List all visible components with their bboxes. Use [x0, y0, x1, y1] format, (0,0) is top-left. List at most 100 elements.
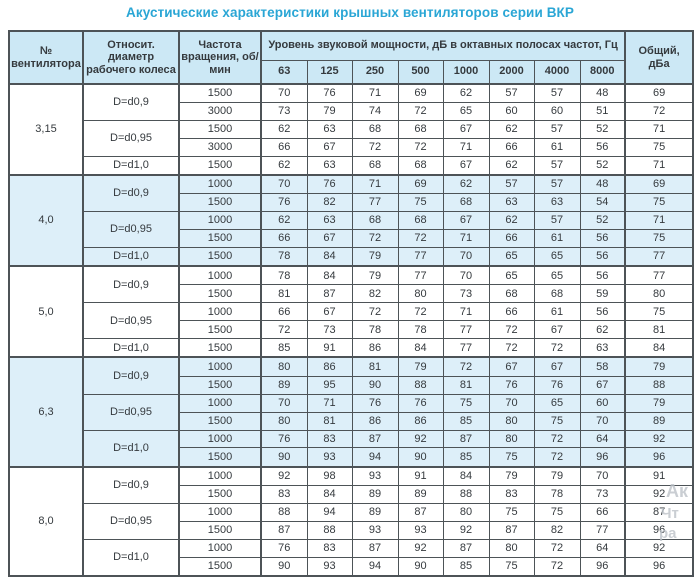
spl-value-cell: 70: [260, 83, 308, 104]
spl-value-cell: 60: [488, 102, 535, 122]
spl-value-cell: 73: [579, 484, 626, 504]
spl-value-cell: 75: [533, 502, 581, 522]
spl-value-cell: 68: [442, 193, 490, 213]
total-cell: 79: [624, 393, 694, 413]
spl-value-cell: 72: [488, 320, 535, 340]
total-cell: 71: [624, 156, 694, 176]
total-cell: 80: [624, 284, 694, 304]
spl-value-cell: 63: [579, 338, 626, 358]
spl-value-cell: 76: [306, 83, 353, 104]
spl-value-cell: 75: [397, 193, 444, 213]
spl-value-cell: 77: [442, 320, 490, 340]
spl-value-cell: 70: [260, 174, 308, 195]
spl-value-cell: 57: [488, 174, 535, 195]
spl-value-cell: 93: [306, 447, 353, 468]
spl-value-cell: 77: [579, 520, 626, 540]
diameter-cell: D=d1,0: [82, 247, 180, 267]
spl-value-cell: 80: [260, 356, 308, 377]
speed-cell: 1000: [178, 174, 262, 195]
spl-value-cell: 76: [533, 375, 581, 395]
fan-number-cell: 5,0: [8, 265, 84, 358]
spl-value-cell: 86: [351, 338, 399, 358]
spl-value-cell: 68: [351, 156, 399, 176]
speed-cell: 1500: [178, 338, 262, 358]
spl-value-cell: 70: [260, 393, 308, 413]
speed-cell: 1500: [178, 247, 262, 267]
spl-value-cell: 78: [351, 320, 399, 340]
spl-value-cell: 54: [579, 193, 626, 213]
spl-value-cell: 76: [306, 174, 353, 195]
table-row: 1500 81 87 82 80 73 68 68 59 80: [9, 284, 694, 304]
spl-value-cell: 77: [442, 338, 490, 358]
table-row: D=d0,95 1500 62 63 68 68 67 62 57 52 71: [9, 120, 694, 158]
spl-value-cell: 68: [397, 211, 444, 231]
speed-cell: 1000: [178, 502, 262, 522]
col-header-total: Общий, дБа: [624, 30, 694, 85]
col-header-freq-500: 500: [397, 59, 444, 85]
speed-cell: 1500: [178, 447, 262, 468]
spl-value-cell: 72: [351, 138, 399, 158]
spl-value-cell: 62: [260, 120, 308, 140]
spl-value-cell: 62: [488, 120, 535, 140]
spl-value-cell: 71: [306, 393, 353, 413]
speed-cell: 1500: [178, 120, 262, 140]
spl-value-cell: 62: [260, 156, 308, 176]
watermark-fragment: ра: [659, 525, 677, 542]
spl-value-cell: 83: [488, 484, 535, 504]
spl-value-cell: 79: [397, 356, 444, 377]
spl-value-cell: 73: [442, 284, 490, 304]
total-cell: 84: [624, 338, 694, 358]
diameter-cell: D=d0,95: [82, 502, 180, 540]
spl-value-cell: 72: [533, 447, 581, 468]
table-row: 1500 87 88 93 93 92 87 82 77 96: [9, 520, 694, 540]
total-cell: 71: [624, 120, 694, 140]
spl-value-cell: 66: [260, 138, 308, 158]
spl-value-cell: 87: [351, 429, 399, 449]
spl-value-cell: 68: [351, 211, 399, 231]
spl-value-cell: 89: [351, 502, 399, 522]
spl-value-cell: 80: [397, 284, 444, 304]
table-row: 1500 80 81 86 86 85 80 75 70 89: [9, 411, 694, 431]
col-header-fan-number: № вентилятора: [8, 30, 84, 85]
spl-value-cell: 96: [579, 447, 626, 468]
spl-value-cell: 75: [488, 502, 535, 522]
spl-value-cell: 63: [306, 211, 353, 231]
spl-value-cell: 85: [260, 338, 308, 358]
speed-cell: 1500: [178, 520, 262, 540]
spl-value-cell: 75: [533, 411, 581, 431]
table-row: 5,0 D=d0,9 1000 78 84 79 77 70 65 65 56 77: [8, 265, 694, 358]
spl-value-cell: 93: [351, 520, 399, 540]
diameter-cell: D=d0,9: [82, 356, 180, 395]
spl-value-cell: 81: [442, 375, 490, 395]
spl-value-cell: 72: [533, 338, 581, 358]
spl-value-cell: 75: [488, 447, 535, 468]
spl-value-cell: 62: [579, 320, 626, 340]
total-cell: 87: [624, 502, 694, 522]
diameter-cell: D=d0,9: [82, 265, 180, 304]
spl-value-cell: 87: [260, 520, 308, 540]
spl-value-cell: 72: [397, 138, 444, 158]
spl-value-cell: 72: [351, 229, 399, 249]
spl-value-cell: 76: [488, 375, 535, 395]
table-row: D=d1,0 1500 85 91 86 84 77 72 72 63 84: [9, 338, 694, 358]
fan-number-cell: 4,0: [8, 174, 84, 267]
spl-value-cell: 60: [579, 393, 626, 413]
spl-value-cell: 92: [397, 538, 444, 558]
spl-value-cell: 63: [306, 156, 353, 176]
speed-cell: 1500: [178, 320, 262, 340]
spl-value-cell: 65: [488, 265, 535, 286]
table-body: 3,15 D=d0,9 1500 70 76 71 69 62 57 57 48 69 3000 73 79…: [8, 82, 694, 577]
total-cell: 71: [624, 211, 694, 231]
spl-value-cell: 70: [579, 411, 626, 431]
spl-value-cell: 67: [442, 211, 490, 231]
spl-value-cell: 87: [306, 284, 353, 304]
col-header-freq-1000: 1000: [442, 59, 490, 85]
total-cell: 69: [624, 83, 694, 104]
spl-value-cell: 66: [260, 229, 308, 249]
spl-value-cell: 76: [260, 429, 308, 449]
spl-value-cell: 90: [397, 447, 444, 468]
spl-value-cell: 89: [397, 484, 444, 504]
total-cell: 72: [624, 102, 694, 122]
page-title: Акустические характеристики крышных вент…: [125, 5, 574, 20]
total-cell: 81: [624, 320, 694, 340]
